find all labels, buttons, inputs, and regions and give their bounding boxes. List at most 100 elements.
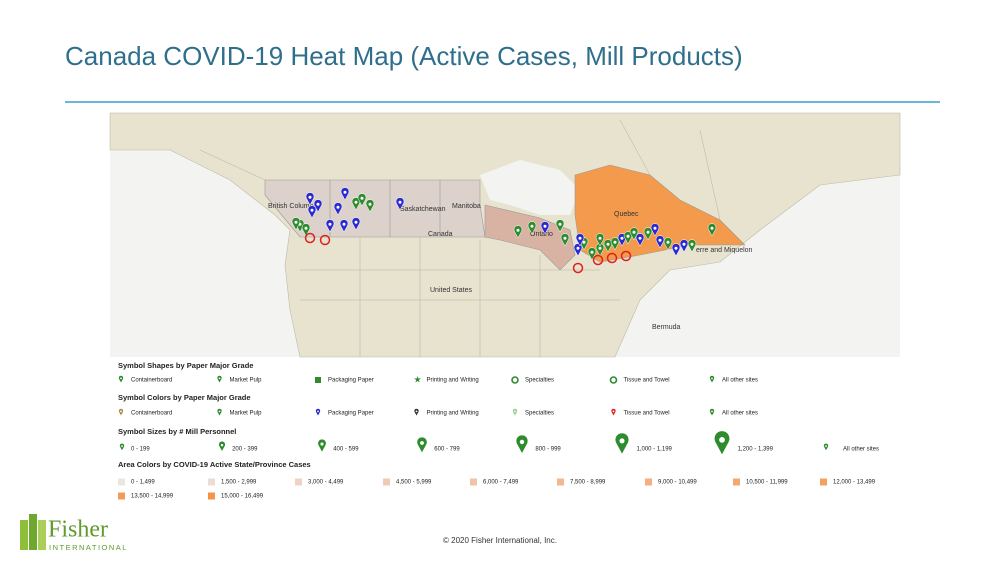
- legend-heading: Symbol Shapes by Paper Major Grade: [118, 361, 253, 370]
- pin-dot: [576, 246, 580, 250]
- pin: [663, 237, 673, 251]
- pin: [315, 408, 321, 417]
- legend-label: 13,500 - 14,999: [131, 494, 174, 500]
- legend-label: Printing and Writing: [427, 378, 479, 384]
- pin: [325, 219, 335, 233]
- pin: [216, 408, 223, 417]
- pin: [575, 233, 585, 247]
- pin: [629, 227, 639, 241]
- pin: [118, 408, 124, 417]
- pin-dot: [294, 220, 298, 224]
- pin-dot: [632, 230, 636, 234]
- pin-dot: [558, 222, 562, 226]
- pin-dot: [120, 377, 122, 380]
- logo-tagline: INTERNATIONAL: [49, 543, 128, 552]
- pin: [610, 408, 617, 417]
- pin-dot: [218, 377, 221, 380]
- legend-swatch: [557, 478, 564, 486]
- pin: [119, 443, 125, 452]
- pin-dot: [360, 196, 364, 200]
- pin: [416, 436, 428, 454]
- pin: [339, 219, 349, 233]
- pin: [395, 197, 405, 211]
- pin: [413, 408, 420, 417]
- pin: [317, 439, 327, 453]
- legend-label: 800 - 999: [535, 447, 561, 453]
- pin-dot: [613, 240, 617, 244]
- pin: [301, 223, 311, 237]
- legend-label: Specialties: [525, 378, 554, 384]
- legend-swatch: [470, 478, 477, 486]
- legend-symbol: [511, 376, 519, 384]
- pin-dot: [308, 195, 312, 199]
- legend-label: Tissue and Towel: [624, 378, 670, 384]
- legend-symbol: [315, 377, 321, 383]
- legend-label: All other sites: [722, 411, 758, 417]
- pin-dot: [398, 200, 402, 204]
- pin: [671, 243, 681, 257]
- legend-label: 12,000 - 13,499: [833, 480, 876, 486]
- legend-label: Market Pulp: [230, 378, 263, 384]
- pin: [515, 434, 529, 454]
- pin-dot: [354, 200, 358, 204]
- legend-label: 3,000 - 4,499: [308, 480, 344, 486]
- legend-symbol: [609, 376, 618, 384]
- pin-dot: [530, 224, 534, 228]
- pin-dot: [638, 236, 642, 240]
- pin: [615, 432, 629, 455]
- logo-bar: [29, 514, 37, 550]
- legend-label: Packaging Paper: [328, 378, 374, 384]
- logo-name: Fisher: [48, 517, 108, 543]
- pin-dot: [626, 234, 630, 238]
- pin: [610, 237, 620, 251]
- pin-dot: [682, 242, 686, 246]
- pin-dot: [120, 410, 122, 413]
- title: Canada COVID-19 Heat Map (Active Cases, …: [65, 41, 743, 71]
- legend-label: 600 - 799: [434, 447, 460, 453]
- pin: [333, 202, 343, 216]
- pin: [365, 199, 375, 213]
- pin: [587, 247, 597, 261]
- pin: [707, 223, 717, 237]
- legend-label: All other sites: [722, 378, 758, 384]
- legend-label: 6,000 - 7,499: [483, 480, 519, 486]
- legend-label: 9,000 - 10,499: [658, 480, 697, 486]
- pin: [351, 197, 361, 211]
- map: British Columbia Saskatchewan Manitoba C…: [109, 112, 901, 358]
- map-label: erre and Miquelon: [696, 247, 753, 254]
- pin-dot: [368, 202, 372, 206]
- pin-dot: [354, 220, 358, 224]
- pin-dot: [342, 222, 346, 226]
- pin-dot: [304, 226, 308, 230]
- legend-swatch: [383, 478, 390, 486]
- pin-dot: [598, 236, 602, 240]
- legend-label: Containerboard: [131, 378, 172, 384]
- copyright: © 2020 Fisher International, Inc.: [443, 536, 557, 545]
- pin-dot: [516, 228, 520, 232]
- legend-label: 400 - 599: [333, 447, 359, 453]
- legend-label: Packaging Paper: [328, 411, 374, 417]
- pin: [655, 235, 665, 249]
- pin: [340, 187, 350, 201]
- pin: [555, 219, 565, 233]
- legend-swatch: [208, 478, 215, 486]
- hudson-bay: [480, 160, 580, 215]
- pin-dot: [690, 242, 694, 246]
- legend-label: 10,500 - 11,999: [746, 480, 788, 486]
- legend-swatch: [820, 478, 827, 486]
- map-label: Ontario: [530, 231, 553, 238]
- pin: [512, 408, 518, 417]
- pin: [709, 408, 715, 417]
- pin-dot: [543, 224, 547, 228]
- logo-bar: [20, 520, 28, 550]
- pin-dot: [619, 438, 625, 444]
- pin: [291, 217, 301, 231]
- pin: [643, 227, 653, 241]
- pin-dot: [598, 246, 602, 250]
- pin-dot: [620, 236, 624, 240]
- pin-dot: [825, 445, 827, 448]
- pin-dot: [310, 208, 314, 212]
- legend-label: Specialties: [525, 411, 554, 417]
- pin: [560, 233, 570, 247]
